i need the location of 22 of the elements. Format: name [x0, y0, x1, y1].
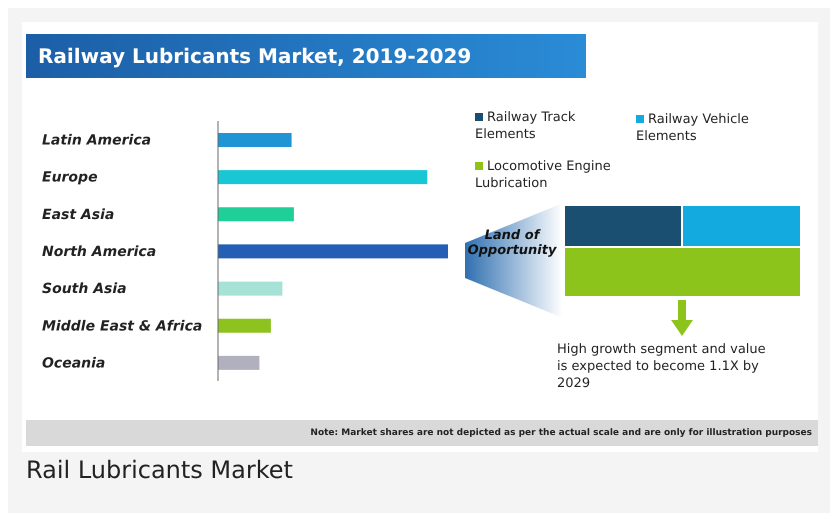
- bar: [218, 207, 294, 222]
- chart-title: Railway Lubricants Market, 2019-2029: [26, 34, 586, 78]
- y-tick-label: Middle East & Africa: [42, 318, 202, 334]
- bar: [218, 244, 448, 258]
- text: High growth segment and value is expected to become 1.1X by 2029: [557, 341, 767, 392]
- text: Rail Lubricants Market: [26, 456, 293, 484]
- y-tick-label: South Asia: [42, 281, 127, 298]
- bar: [218, 318, 271, 333]
- text: Land of Opportunity: [466, 228, 558, 258]
- bar: [218, 133, 292, 147]
- category-label: Railway Vehicle Elements: [636, 111, 750, 145]
- y-tick-label: North America: [42, 244, 156, 260]
- text: Note: Market shares are not depicted as per the actual scale and are only for illustration purposes: [26, 420, 818, 446]
- y-tick-label: Oceania: [42, 355, 106, 372]
- y-tick-label: Latin America: [42, 132, 152, 149]
- y-tick-label: Europe: [42, 170, 98, 186]
- bar: [218, 356, 260, 370]
- category-label: Locomotive Engine Lubrication: [475, 158, 612, 192]
- bar: [218, 282, 282, 296]
- bar: [218, 170, 428, 184]
- category-label: Railway Track Elements: [475, 109, 576, 143]
- y-tick-label: East Asia: [42, 206, 114, 223]
